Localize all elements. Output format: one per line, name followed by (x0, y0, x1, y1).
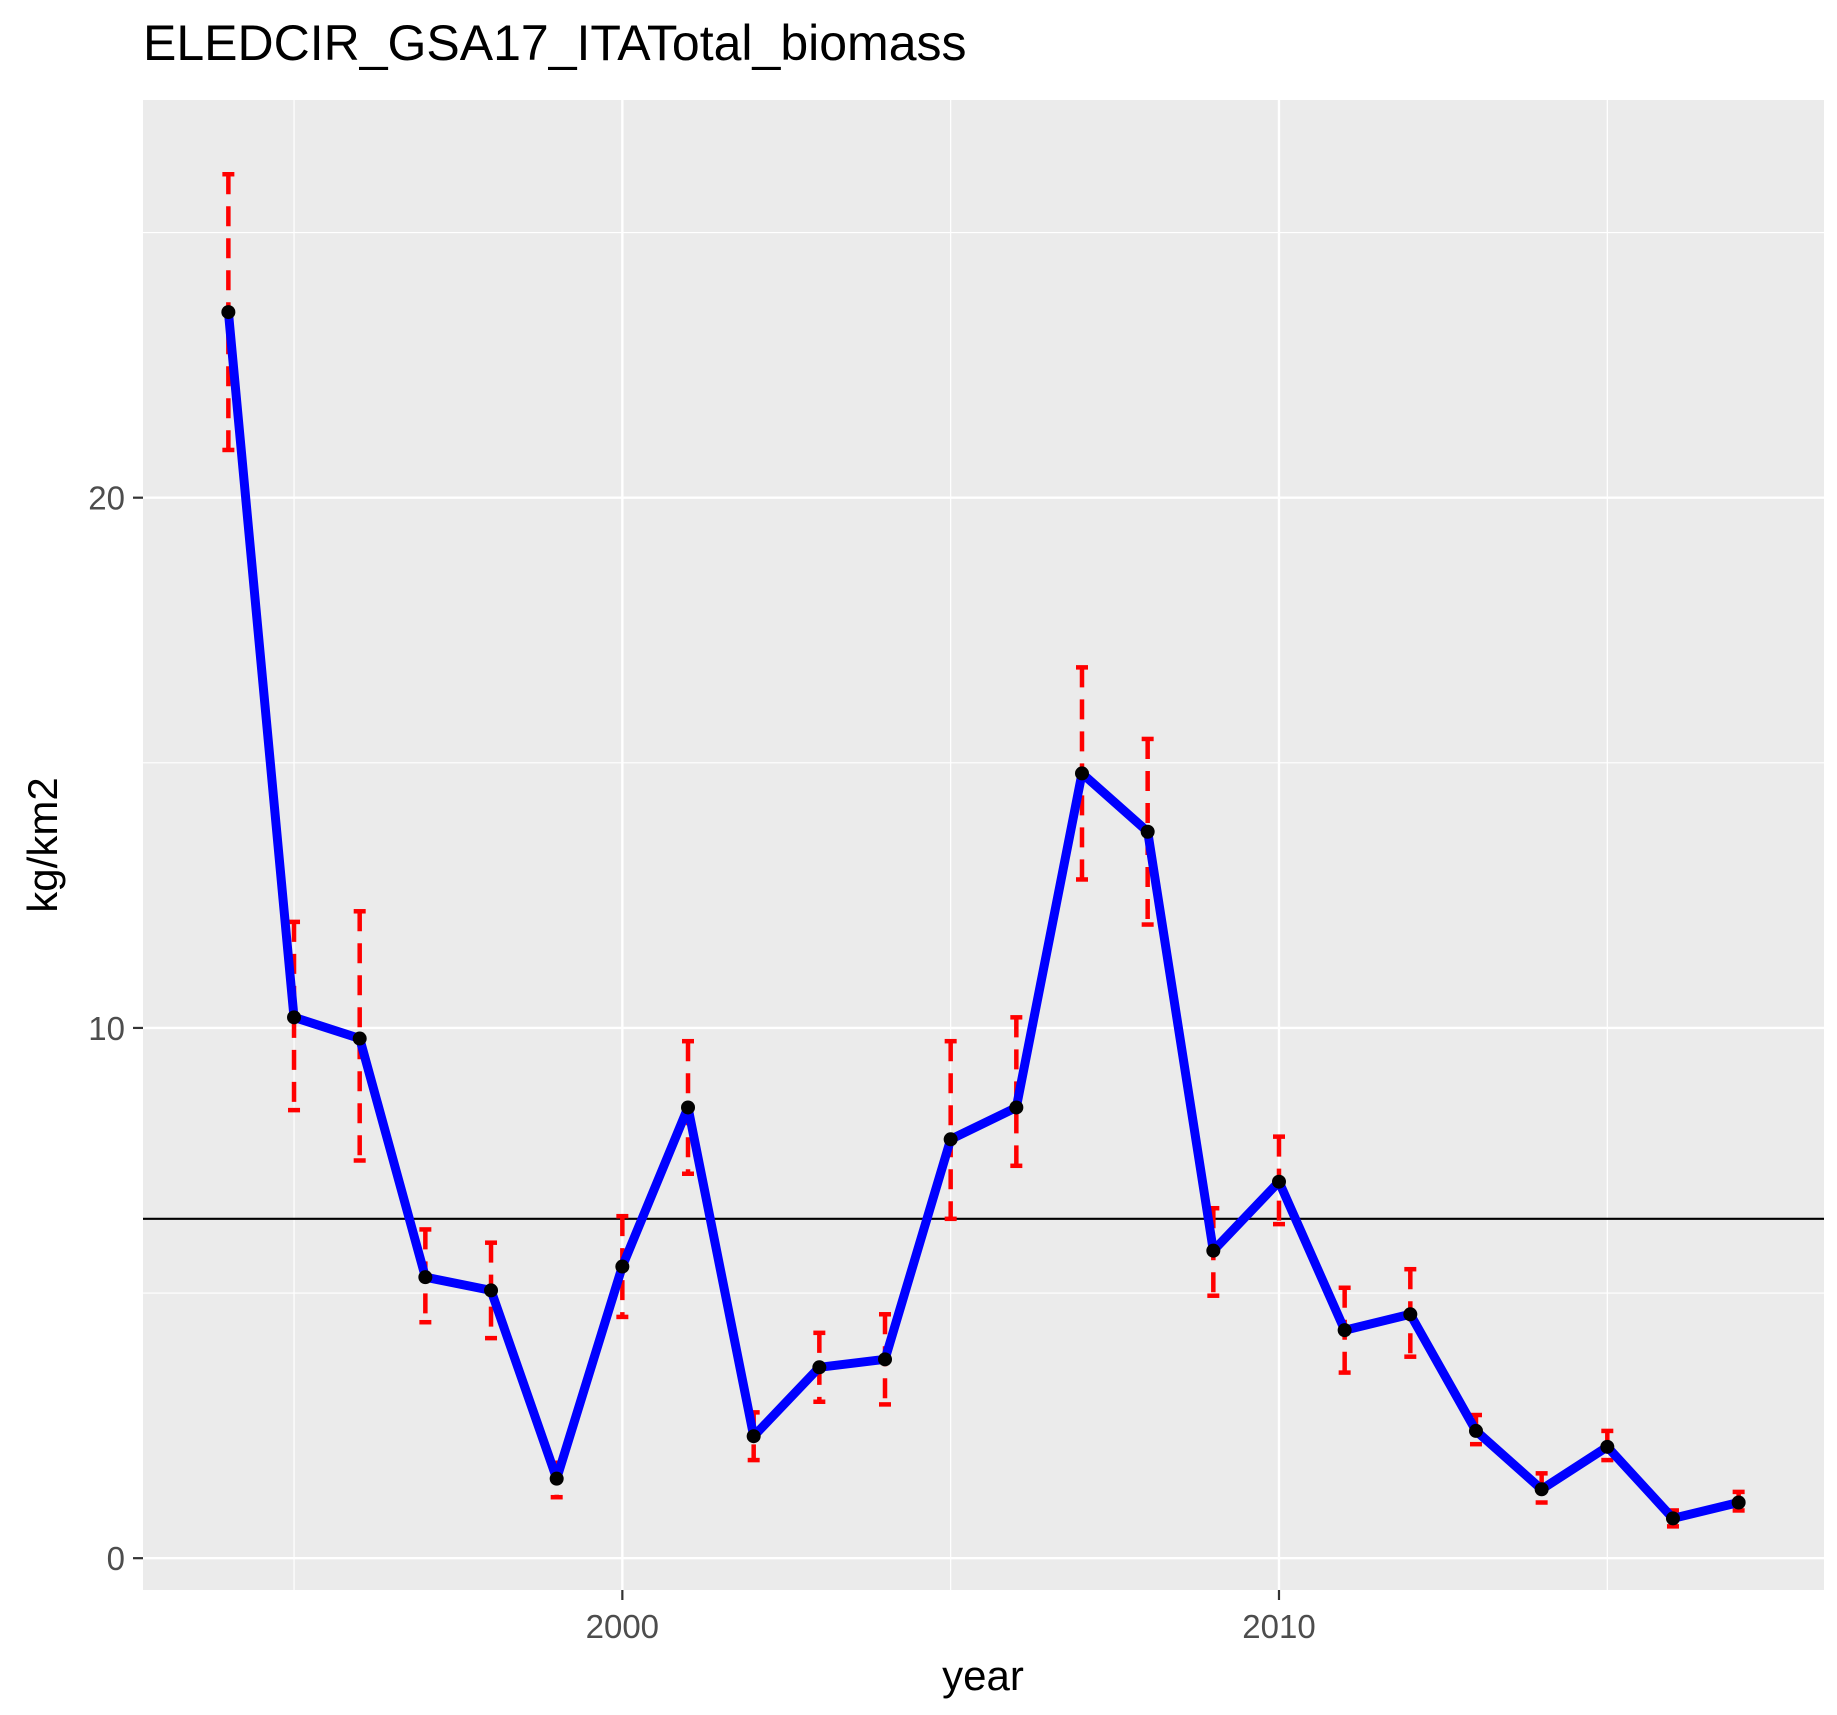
x-axis: 2000 2010 (586, 1590, 1316, 1645)
x-tick-label: 2010 (1242, 1608, 1315, 1645)
data-point (812, 1360, 827, 1375)
data-point (1665, 1511, 1680, 1526)
data-point (1206, 1243, 1221, 1258)
data-point (352, 1031, 367, 1046)
data-points (221, 305, 1746, 1526)
data-point (1140, 824, 1155, 839)
data-point (1337, 1323, 1352, 1338)
y-axis: 0 10 20 (88, 480, 143, 1577)
data-point (1731, 1495, 1746, 1510)
data-point (484, 1283, 499, 1298)
plot-panel (143, 100, 1824, 1590)
y-tick-label: 10 (88, 1010, 125, 1047)
data-point (418, 1270, 433, 1285)
series-line (223, 307, 1744, 1523)
y-tick-label: 20 (88, 480, 125, 517)
data-point (943, 1132, 958, 1147)
data-point (1468, 1423, 1483, 1438)
minor-gridlines (143, 100, 1824, 1590)
data-point (746, 1429, 761, 1444)
data-point (221, 305, 236, 320)
y-tick-label: 0 (107, 1540, 125, 1577)
x-axis-title: year (942, 1652, 1024, 1699)
data-point (549, 1471, 564, 1486)
data-point (1534, 1482, 1549, 1497)
data-point (1074, 766, 1089, 781)
data-point (1600, 1439, 1615, 1454)
data-point (1009, 1100, 1024, 1115)
major-gridlines (143, 100, 1824, 1590)
data-point (287, 1010, 302, 1025)
data-point (615, 1259, 630, 1274)
chart-title: ELEDCIR_GSA17_ITATotal_biomass (143, 15, 967, 71)
y-axis-title: kg/km2 (19, 777, 66, 912)
data-point (878, 1352, 893, 1367)
data-point (1403, 1307, 1418, 1322)
data-point (1271, 1174, 1286, 1189)
data-point (681, 1100, 696, 1115)
x-tick-label: 2000 (586, 1608, 659, 1645)
series-line-layer (223, 307, 1744, 1523)
